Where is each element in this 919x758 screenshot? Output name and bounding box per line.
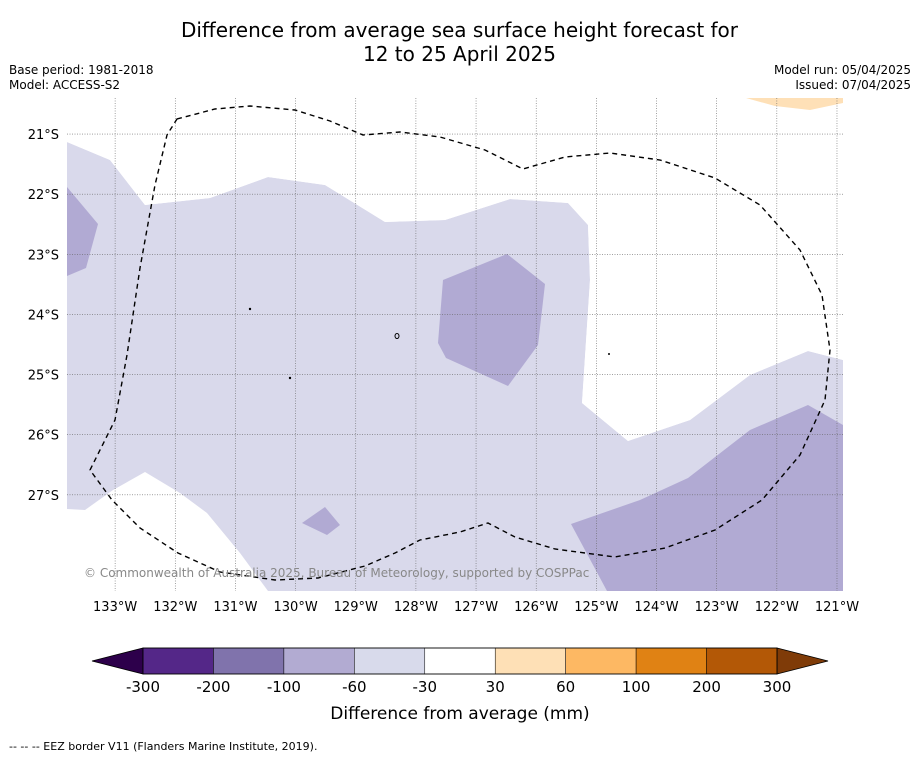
- lon-tick-label: 132°W: [153, 600, 197, 615]
- positive-anomaly-region: [746, 98, 843, 110]
- copyright-notice: © Commonwealth of Australia 2025, Bureau…: [84, 566, 589, 580]
- lon-tick-label: 124°W: [634, 600, 678, 615]
- colorbar: -300 -200 -100 -60 -30 30 60 100 200 300 Differen…: [91, 647, 829, 724]
- colorbar-frame: [142, 647, 778, 675]
- colorbar-tick-label: -300: [126, 678, 160, 696]
- title-line-2: 12 to 25 April 2025: [362, 42, 557, 66]
- island-marker: [608, 353, 610, 355]
- colorbar-cell: [283, 647, 355, 675]
- lon-tick-label: 123°W: [695, 600, 739, 615]
- near-average-region-southwest: [67, 472, 268, 591]
- longitude-labels: 133°W 132°W 131°W 130°W 129°W 128°W 127°W 126°W…: [93, 600, 859, 615]
- colorbar-cell: [565, 647, 637, 675]
- colorbar-tick-label: -200: [196, 678, 230, 696]
- anomaly-region-light: [67, 142, 843, 591]
- lon-tick-label: 127°W: [454, 600, 498, 615]
- lat-tick-label: 22°S: [28, 188, 59, 203]
- map-plot-area: [67, 98, 843, 591]
- lat-tick-label: 27°S: [28, 489, 59, 504]
- colorbar-cell: [354, 647, 426, 675]
- colorbar-over-arrow: [776, 647, 829, 675]
- lat-tick-label: 25°S: [28, 369, 59, 384]
- base-period: Base period: 1981-2018: [9, 63, 154, 77]
- lon-tick-label: 125°W: [574, 600, 618, 615]
- colorbar-cell: [213, 647, 285, 675]
- near-average-region-east: [568, 150, 843, 441]
- meta-left: Base period: 1981-2018 Model: ACCESS-S2: [9, 63, 154, 93]
- colorbar-tick-label: 200: [692, 678, 721, 696]
- colorbar-tick-label: -60: [342, 678, 367, 696]
- colorbar-tick-label: 60: [556, 678, 575, 696]
- lon-tick-label: 122°W: [755, 600, 799, 615]
- island-marker: [394, 333, 400, 339]
- latitude-labels: 21°S 22°S 23°S 24°S 25°S 26°S 27°S: [28, 128, 59, 504]
- colorbar-cell: [142, 647, 214, 675]
- eez-legend: -- -- -- EEZ border V11 (Flanders Marine…: [9, 740, 318, 753]
- title-line-1: Difference from average sea surface heig…: [180, 18, 739, 42]
- lon-tick-label: 129°W: [334, 600, 378, 615]
- colorbar-tick-label: 30: [486, 678, 505, 696]
- anomaly-region-southeast: [571, 405, 843, 591]
- colorbar-cell: [635, 647, 707, 675]
- colorbar-cell: [494, 647, 566, 675]
- model-name: Model: ACCESS-S2: [9, 78, 121, 92]
- lon-tick-label: 131°W: [213, 600, 257, 615]
- near-average-region-north: [67, 98, 843, 222]
- lon-tick-label: 121°W: [815, 600, 859, 615]
- colorbar-under-arrow: [91, 647, 144, 675]
- colorbar-tick-label: 300: [763, 678, 792, 696]
- colorbar-label: Difference from average (mm): [330, 704, 589, 724]
- colorbar-tick-label: -30: [413, 678, 438, 696]
- anomaly-region-west: [67, 187, 98, 276]
- lon-tick-label: 126°W: [514, 600, 558, 615]
- sea-surface-height-map: 21°S22°S23°S24°S25°S26°S27°S 133°W 132°W 1…: [28, 98, 859, 724]
- eez-border: [89, 105, 831, 581]
- colorbar-tick-label: -100: [267, 678, 301, 696]
- anomaly-region-small: [302, 507, 340, 535]
- lat-tick-label: 26°S: [28, 429, 59, 444]
- colorbar-ticks: -300 -200 -100 -60 -30 30 60 100 200 300: [126, 678, 791, 696]
- lon-tick-label: 133°W: [93, 600, 137, 615]
- lat-tick-label: 21°S: [28, 128, 59, 143]
- lon-tick-label: 130°W: [274, 600, 318, 615]
- lat-tick-label: 24°S: [28, 308, 59, 323]
- lat-tick-label: 23°S: [28, 248, 59, 263]
- map-title: Difference from average sea surface heig…: [0, 18, 919, 66]
- island-marker: [288, 376, 292, 380]
- colorbar-cells: [142, 647, 778, 675]
- colorbar-cell: [424, 647, 496, 675]
- gridlines: [67, 98, 843, 591]
- colorbar-cell: [706, 647, 778, 675]
- meta-right: Model run: 05/04/2025 Issued: 07/04/2025: [774, 63, 911, 93]
- issued-date: Issued: 07/04/2025: [795, 78, 911, 92]
- lon-tick-label: 128°W: [394, 600, 438, 615]
- anomaly-region-central: [438, 254, 545, 386]
- island-marker: [248, 307, 252, 311]
- model-run: Model run: 05/04/2025: [773, 63, 911, 77]
- colorbar-tick-label: 100: [622, 678, 651, 696]
